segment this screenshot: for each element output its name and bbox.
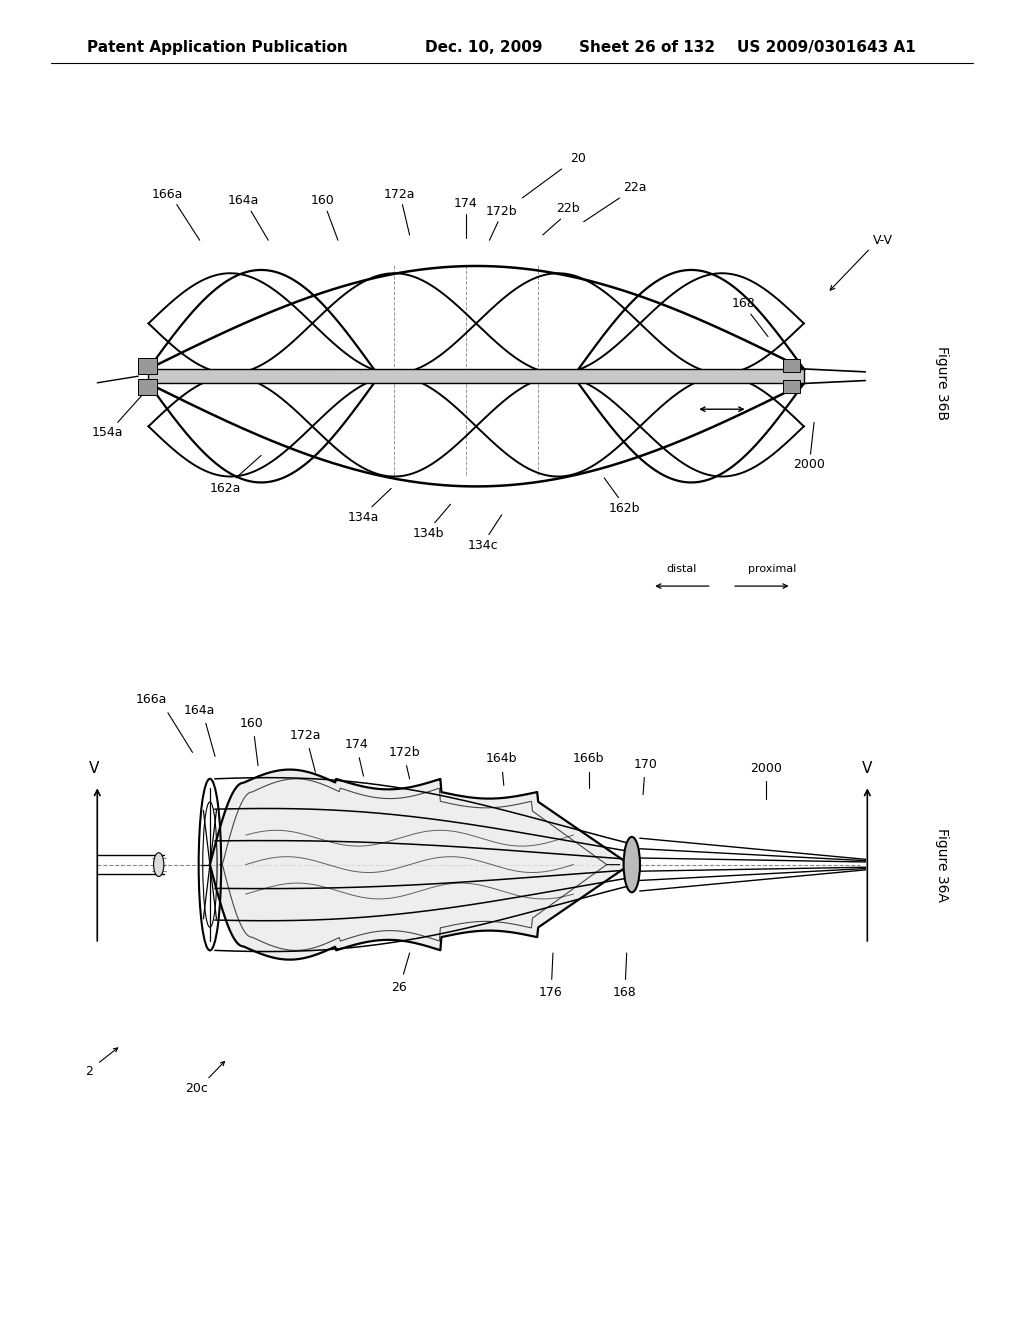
Text: 134c: 134c (468, 539, 499, 552)
Text: V: V (89, 760, 99, 776)
Text: 162a: 162a (210, 482, 241, 495)
Text: 160: 160 (310, 194, 335, 207)
Text: Dec. 10, 2009: Dec. 10, 2009 (425, 40, 543, 55)
Text: Sheet 26 of 132: Sheet 26 of 132 (579, 40, 715, 55)
Text: 22b: 22b (556, 202, 581, 215)
Bar (148, 368, 804, 383)
Text: 166a: 166a (152, 187, 182, 201)
Text: 168: 168 (612, 986, 637, 999)
Text: 160: 160 (240, 717, 264, 730)
Text: 174: 174 (344, 738, 369, 751)
Text: V-V: V-V (872, 234, 893, 247)
Text: Patent Application Publication: Patent Application Publication (87, 40, 348, 55)
Text: 20: 20 (570, 152, 587, 165)
Ellipse shape (154, 853, 164, 876)
Text: 166a: 166a (136, 693, 167, 706)
Text: V: V (862, 760, 872, 776)
Bar (783, 359, 800, 372)
Text: 2: 2 (85, 1065, 93, 1078)
Text: 174: 174 (454, 197, 478, 210)
Text: 20c: 20c (185, 1082, 208, 1096)
Text: Figure 36B: Figure 36B (935, 346, 949, 420)
Ellipse shape (624, 837, 640, 892)
Bar (783, 380, 800, 393)
Text: 172a: 172a (290, 729, 321, 742)
Text: 164a: 164a (184, 704, 215, 717)
Text: 168: 168 (731, 297, 756, 310)
Text: 154a: 154a (92, 426, 123, 440)
Bar (138, 379, 157, 395)
Text: 172b: 172b (389, 746, 420, 759)
Text: 166b: 166b (573, 752, 604, 766)
Text: distal: distal (666, 564, 696, 574)
Text: 176: 176 (539, 986, 563, 999)
Text: proximal: proximal (748, 564, 796, 574)
Text: 26: 26 (391, 981, 408, 994)
Bar (138, 358, 157, 374)
Text: 170: 170 (633, 758, 657, 771)
Text: 2000: 2000 (793, 458, 825, 471)
Text: 162b: 162b (609, 502, 640, 515)
Text: 172b: 172b (486, 205, 517, 218)
Text: 134a: 134a (348, 511, 379, 524)
Text: 134b: 134b (413, 527, 443, 540)
Text: Figure 36A: Figure 36A (935, 828, 949, 902)
Text: 172a: 172a (384, 187, 415, 201)
Text: US 2009/0301643 A1: US 2009/0301643 A1 (737, 40, 916, 55)
Text: 2000: 2000 (750, 762, 782, 775)
Text: 164b: 164b (486, 752, 517, 766)
Text: 22a: 22a (624, 181, 646, 194)
Text: 164a: 164a (228, 194, 259, 207)
